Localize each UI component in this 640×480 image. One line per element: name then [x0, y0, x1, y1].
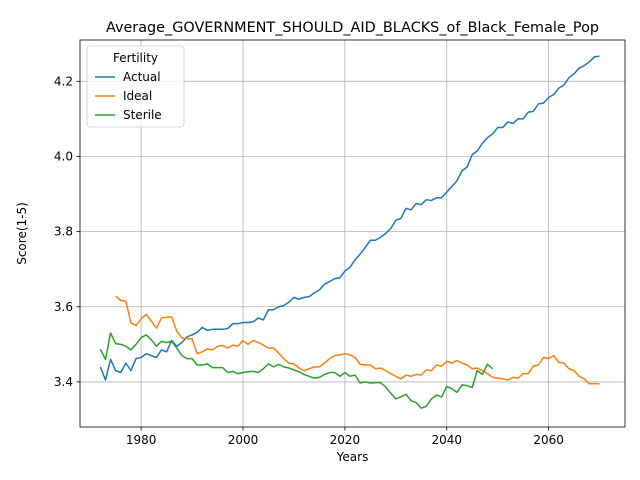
x-tick-label: 2020 [330, 433, 361, 447]
gridlines [80, 40, 625, 427]
x-tick-label: 2060 [533, 433, 564, 447]
chart-title: Average_GOVERNMENT_SHOULD_AID_BLACKS_of_… [106, 20, 599, 36]
legend-title: Fertility [113, 51, 158, 65]
series-line-ideal [115, 295, 600, 385]
y-tick-label: 4.0 [54, 149, 73, 163]
y-tick-label: 3.6 [54, 300, 73, 314]
x-tick-label: 2000 [228, 433, 259, 447]
y-tick-label: 3.4 [54, 375, 73, 389]
series-line-sterile [99, 332, 494, 409]
legend: Fertility Actual Ideal Sterile [86, 45, 185, 128]
plot-frame [79, 39, 626, 428]
axis-ticks: 1980 2000 2020 2040 2060 3.4 3.6 3.8 4.0 4.2 [54, 74, 564, 447]
y-axis-label: Score(1-5) [15, 202, 29, 265]
legend-label-actual: Actual [123, 70, 161, 84]
series-line-actual [99, 55, 600, 381]
y-tick-label: 3.8 [54, 225, 73, 239]
series-lines [99, 55, 600, 409]
x-axis-label: Years [336, 450, 369, 464]
x-tick-label: 2040 [431, 433, 462, 447]
legend-label-ideal: Ideal [123, 89, 152, 103]
legend-label-sterile: Sterile [123, 108, 162, 122]
x-tick-label: 1980 [126, 433, 157, 447]
legend-box [86, 45, 185, 128]
y-tick-label: 4.2 [54, 74, 73, 88]
